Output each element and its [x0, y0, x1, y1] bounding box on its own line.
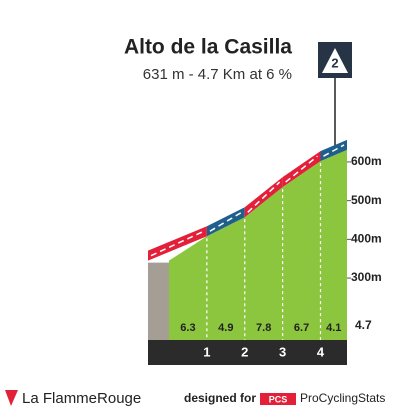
- gradient-label: 6.7: [294, 322, 309, 334]
- gradient-label: 6.3: [180, 322, 195, 334]
- designed-for: designed for: [184, 391, 256, 405]
- pcs-logo: [260, 393, 296, 405]
- site-name: ProCyclingStats: [300, 391, 385, 405]
- gradient-band: [148, 226, 207, 261]
- plot: 6.3 4.9 7.8 6.7 4.1 1 2 3 4 4.7 300m 400m 500m 600m: [148, 139, 382, 365]
- gradient-band: [206, 207, 245, 237]
- y-tick-label: 600m: [351, 154, 382, 168]
- chart-title: Alto de la Casilla: [124, 36, 292, 59]
- y-tick-label: 300m: [351, 270, 382, 284]
- band-stripe: [323, 144, 345, 157]
- profile-area: [169, 149, 347, 340]
- y-tick-label: 500m: [351, 193, 382, 207]
- band-stripe: [209, 211, 243, 232]
- gradient-label: 4.9: [218, 322, 233, 334]
- brand: La FlammeRouge: [22, 390, 141, 407]
- base-bar: [148, 340, 347, 365]
- km-label: 1: [203, 344, 210, 359]
- km-label: 3: [279, 344, 286, 359]
- band-stripe: [247, 181, 281, 213]
- gradient-label: 7.8: [256, 322, 271, 334]
- chart-subtitle: 631 m - 4.7 Km at 6 %: [143, 66, 292, 83]
- distance-label: 4.7: [355, 318, 372, 332]
- km-label: 4: [317, 344, 325, 359]
- brand-logo: [5, 390, 18, 406]
- category-triangle: [322, 48, 348, 73]
- km-label: 2: [241, 344, 248, 359]
- gradient-label: 4.1: [326, 322, 341, 334]
- pcs-text: PCS: [269, 394, 288, 404]
- profile-side: [148, 262, 169, 340]
- band-stripe: [285, 155, 318, 183]
- y-tick-label: 400m: [351, 232, 382, 246]
- category-label: 2: [331, 55, 338, 70]
